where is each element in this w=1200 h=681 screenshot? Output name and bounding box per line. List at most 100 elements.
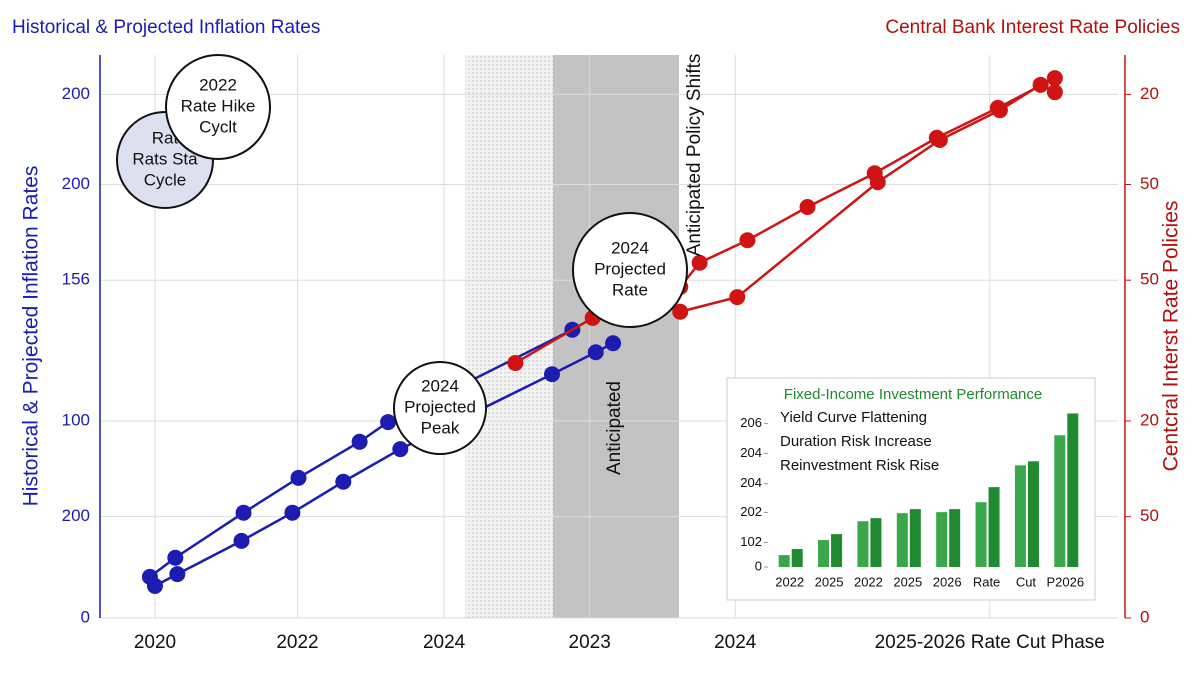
x-tick-label: 2020 — [134, 632, 176, 653]
inset-bar — [909, 509, 921, 567]
inset-bar — [831, 534, 843, 567]
x-tick-label: 2025-2026 Rate Cut Phase — [875, 632, 1105, 653]
inset-bar — [975, 502, 987, 567]
annotation-text: Rat — [152, 128, 179, 147]
chart-title-right: Central Bank Interest Rate Policies — [885, 17, 1180, 38]
y-tick-label: 200 — [62, 174, 90, 193]
data-point — [167, 549, 184, 566]
inset-y-tick-label: 204 — [740, 445, 762, 460]
data-point — [543, 366, 560, 383]
annotation-text: 2024 — [421, 376, 459, 395]
inset-x-tick-label: Cut — [1016, 574, 1037, 589]
inset-y-tick-label: 202 — [740, 504, 762, 519]
y2-tick-label: 50 — [1140, 270, 1159, 289]
data-point — [169, 566, 186, 583]
x-tick-label: 2024 — [423, 632, 466, 653]
inset-y-tick-label: 0 — [755, 558, 762, 573]
annotation-text: Anticipated — [604, 381, 625, 475]
annotation-text: Anticipated Policy Shifts — [684, 54, 705, 257]
data-point — [146, 577, 163, 594]
data-point — [672, 303, 689, 320]
y2-tick-label: 20 — [1140, 410, 1159, 429]
annotation-text: Rate — [612, 280, 648, 299]
annotation-text: Cycle — [144, 170, 187, 189]
annotation-text: Cyclt — [199, 117, 237, 136]
inset-bar — [896, 513, 908, 567]
inset-bar — [1014, 465, 1026, 567]
annotation-text: 2024 — [611, 238, 649, 257]
annotation-text: Rats Sta — [132, 149, 198, 168]
annotation-text: Peak — [421, 418, 460, 437]
data-point — [799, 199, 816, 216]
data-point — [290, 469, 307, 486]
data-point — [335, 473, 352, 490]
inset-x-tick-label: 2025 — [893, 574, 922, 589]
data-point — [380, 414, 397, 431]
y-tick-label: 200 — [62, 506, 90, 525]
annotation-bubble — [572, 212, 688, 328]
y2-tick-label: 0 — [1140, 607, 1149, 626]
y-tick-label: 100 — [62, 410, 90, 429]
inset-bar — [791, 549, 803, 567]
inset-note: Duration Risk Increase — [780, 433, 932, 450]
y2-tick-label: 20 — [1140, 84, 1159, 103]
x-tick-label: 2024 — [714, 632, 757, 653]
y2-tick-label: 50 — [1140, 506, 1159, 525]
inset-title: Fixed-Income Investment Performance — [784, 386, 1042, 403]
y-axis-label: Historical & Projected Inflation Rates — [20, 166, 43, 507]
y-tick-label: 0 — [81, 607, 90, 626]
data-point — [991, 102, 1008, 119]
x-tick-label: 2022 — [276, 632, 318, 653]
y-tick-label: 156 — [62, 270, 90, 289]
inset-bar — [818, 539, 830, 567]
y-tick-label: 200 — [62, 84, 90, 103]
data-point — [235, 504, 252, 521]
inset-y-tick-label: 102 — [740, 534, 762, 549]
inset-x-tick-label: 2022 — [775, 574, 804, 589]
data-point — [351, 433, 368, 450]
annotation-text: Projected — [404, 397, 476, 416]
data-point — [931, 132, 948, 149]
y2-axis-label: Centcral Interst Rate Policies — [1160, 201, 1183, 472]
data-point — [392, 441, 409, 458]
inset-y-tick-label: 206 — [740, 415, 762, 430]
inset-bar — [870, 518, 882, 567]
inset-x-tick-label: Rate — [973, 574, 1000, 589]
inset-bar — [778, 555, 790, 567]
inset-x-tick-label: 2025 — [815, 574, 844, 589]
inset-bar — [1067, 413, 1079, 567]
data-point — [587, 344, 604, 361]
data-point — [507, 354, 524, 371]
data-point — [605, 335, 622, 352]
inset-note: Reinvestment Risk Rise — [780, 457, 939, 474]
inset-x-tick-label: P2026 — [1047, 574, 1085, 589]
inset-y-tick-label: 204 — [740, 475, 762, 490]
annotation-text: 2022 — [199, 75, 237, 94]
annotation-text: Projected — [594, 259, 666, 278]
inset-x-tick-label: 2026 — [933, 574, 962, 589]
inset-note: Yield Curve Flattening — [780, 409, 927, 426]
data-point — [1046, 70, 1063, 87]
inset-bar — [988, 487, 1000, 567]
shaded-band — [465, 55, 553, 618]
data-point — [729, 289, 746, 306]
chart-title: Historical & Projected Inflation Rates — [12, 17, 320, 38]
x-tick-label: 2023 — [569, 632, 611, 653]
inset-bar — [1054, 435, 1066, 567]
series-line — [679, 83, 1056, 313]
data-point — [1046, 84, 1063, 101]
data-point — [284, 504, 301, 521]
inset-bar — [936, 512, 948, 567]
annotation-text: Rate Hike — [181, 96, 256, 115]
data-point — [1032, 76, 1049, 93]
data-point — [691, 254, 708, 271]
annotation-bubble — [393, 361, 487, 455]
inset-x-tick-label: 2022 — [854, 574, 883, 589]
inset-bar — [857, 521, 869, 567]
y2-tick-label: 50 — [1140, 174, 1159, 193]
inset-bar — [1027, 461, 1039, 567]
data-point — [233, 532, 250, 549]
annotation-bubble — [165, 54, 271, 160]
inset-bar — [949, 509, 961, 567]
